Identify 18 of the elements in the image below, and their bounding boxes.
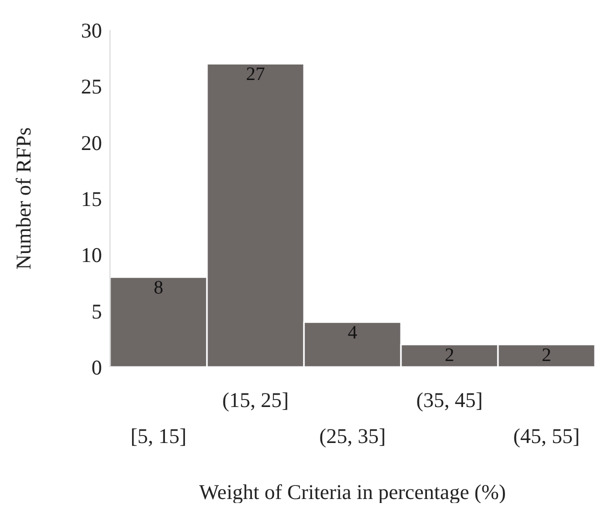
data-label: 2 bbox=[444, 345, 454, 366]
data-label: 4 bbox=[348, 322, 358, 344]
data-label: 8 bbox=[154, 278, 164, 299]
y-tick-label: 5 bbox=[92, 299, 102, 324]
y-tick-label: 20 bbox=[81, 130, 102, 155]
y-tick-label: 0 bbox=[92, 355, 102, 380]
data-label: 27 bbox=[246, 64, 265, 86]
x-tick-label: (35, 45] bbox=[416, 388, 483, 412]
y-axis-title: Number of RFPs bbox=[11, 127, 36, 270]
x-tick-label: (15, 25] bbox=[222, 388, 289, 412]
y-tick-label: 30 bbox=[81, 18, 102, 42]
y-tick-label: 15 bbox=[81, 186, 102, 211]
y-tick-label: 25 bbox=[81, 74, 102, 99]
x-tick-label: [5, 15] bbox=[130, 424, 186, 448]
x-tick-label: (25, 35] bbox=[319, 424, 386, 448]
data-label: 2 bbox=[542, 345, 552, 366]
y-tick-label: 10 bbox=[81, 243, 102, 268]
x-tick-label: (45, 55] bbox=[513, 424, 580, 448]
